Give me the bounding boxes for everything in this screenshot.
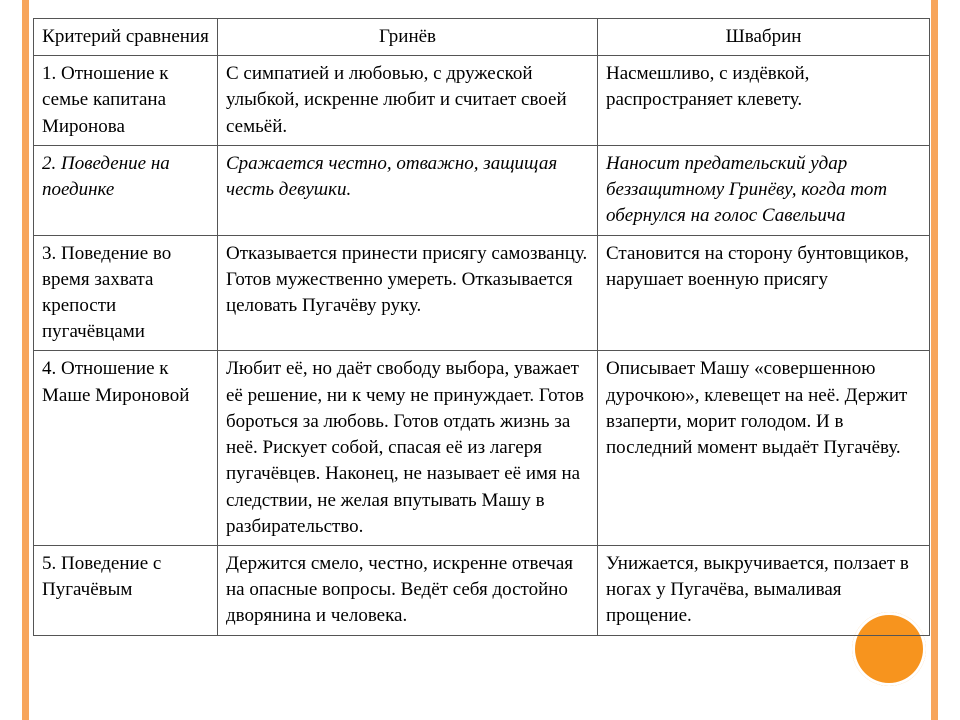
header-grinev: Гринёв: [218, 19, 598, 56]
table-row: 2. Поведение на поединкеСражается честно…: [34, 145, 930, 235]
cell-criterion: 3. Поведение во время захвата крепости п…: [34, 235, 218, 351]
table-body: 1. Отношение к семье капитана МироноваС …: [34, 56, 930, 635]
table-row: 1. Отношение к семье капитана МироноваС …: [34, 56, 930, 146]
cell-grinev: Отказывается принести присягу самозванцу…: [218, 235, 598, 351]
cell-shvabrin: Наносит предательский удар беззащитному …: [598, 145, 930, 235]
cell-shvabrin: Унижается, выкручивается, ползает в нога…: [598, 545, 930, 635]
header-shvabrin: Швабрин: [598, 19, 930, 56]
cell-grinev: Сражается честно, отважно, защищая честь…: [218, 145, 598, 235]
cell-grinev: Держится смело, честно, искренне отвечая…: [218, 545, 598, 635]
decoration-bar-left: [22, 0, 29, 720]
table-header-row: Критерий сравнения Гринёв Швабрин: [34, 19, 930, 56]
cell-shvabrin: Становится на сторону бунтовщиков, наруш…: [598, 235, 930, 351]
header-criterion: Критерий сравнения: [34, 19, 218, 56]
cell-grinev: С симпатией и любовью, с дружеской улыбк…: [218, 56, 598, 146]
table-row: 5. Поведение с ПугачёвымДержится смело, …: [34, 545, 930, 635]
cell-criterion: 2. Поведение на поединке: [34, 145, 218, 235]
cell-criterion: 5. Поведение с Пугачёвым: [34, 545, 218, 635]
cell-criterion: 4. Отношение к Маше Мироновой: [34, 351, 218, 546]
comparison-table: Критерий сравнения Гринёв Швабрин 1. Отн…: [33, 18, 930, 636]
table-row: 3. Поведение во время захвата крепости п…: [34, 235, 930, 351]
decoration-bar-right: [931, 0, 938, 720]
cell-shvabrin: Описывает Машу «совершенною дурочкою», к…: [598, 351, 930, 546]
table-row: 4. Отношение к Маше МироновойЛюбит её, н…: [34, 351, 930, 546]
cell-shvabrin: Насмешливо, с издёвкой, распространяет к…: [598, 56, 930, 146]
cell-grinev: Любит её, но даёт свободу выбора, уважае…: [218, 351, 598, 546]
slide: Критерий сравнения Гринёв Швабрин 1. Отн…: [0, 0, 960, 720]
cell-criterion: 1. Отношение к семье капитана Миронова: [34, 56, 218, 146]
